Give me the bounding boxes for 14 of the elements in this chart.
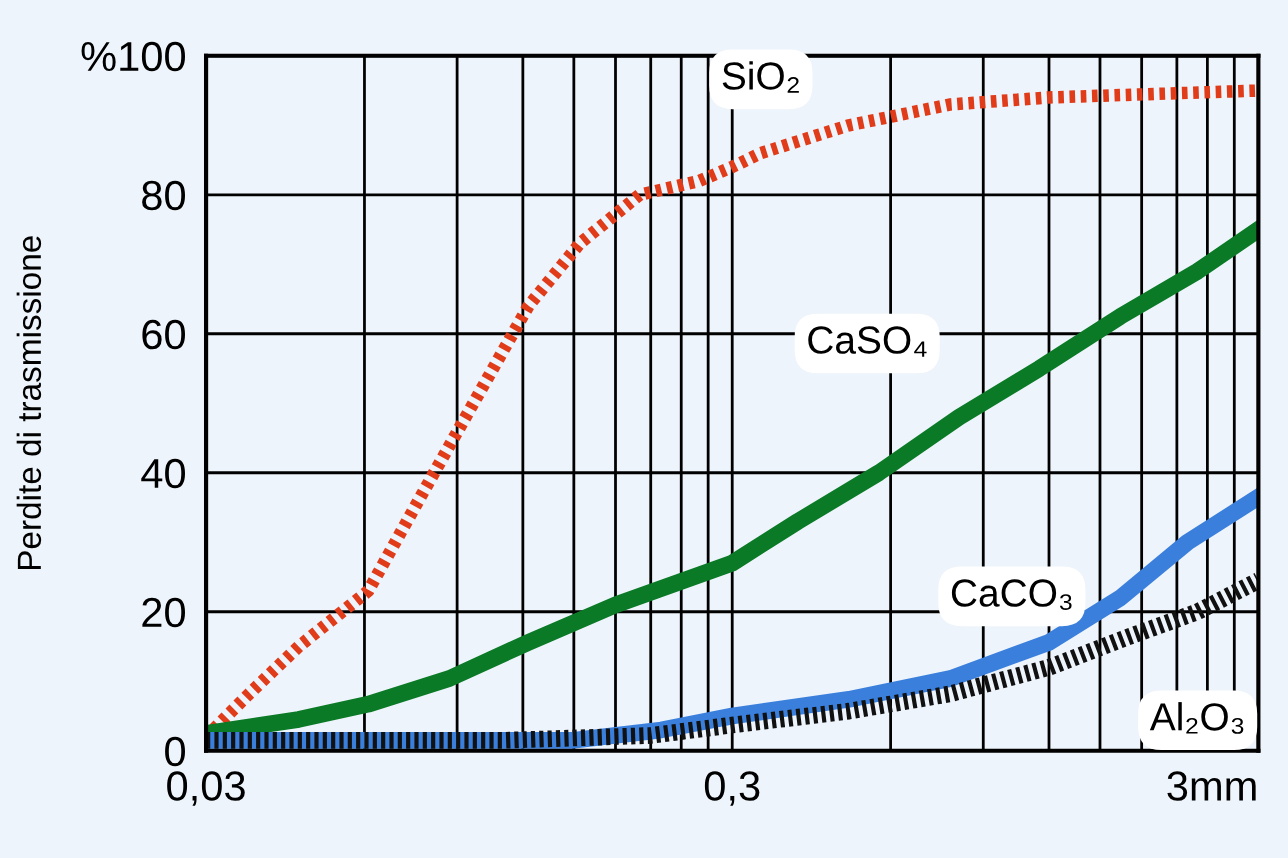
series-label: CaSO₄ <box>808 326 927 357</box>
x-tick-label: 0,03 <box>167 771 245 806</box>
y-tick-label: %100 <box>81 41 186 72</box>
series-label: CaCO₃ <box>951 579 1072 610</box>
y-axis-title: Perdite di trasmissione <box>16 236 42 570</box>
series-label: SiO₂ <box>722 61 799 93</box>
x-tick-label: 0,3 <box>704 771 760 806</box>
y-tick-label: 20 <box>142 597 186 628</box>
series-label: Al₂O₃ <box>1149 702 1244 734</box>
x-tick-label: 3mm <box>1167 771 1256 801</box>
y-tick-label: 0 <box>165 736 186 767</box>
y-tick-label: 60 <box>142 319 186 350</box>
y-tick-label: 40 <box>141 458 186 489</box>
y-tick-label: 80 <box>142 180 186 211</box>
